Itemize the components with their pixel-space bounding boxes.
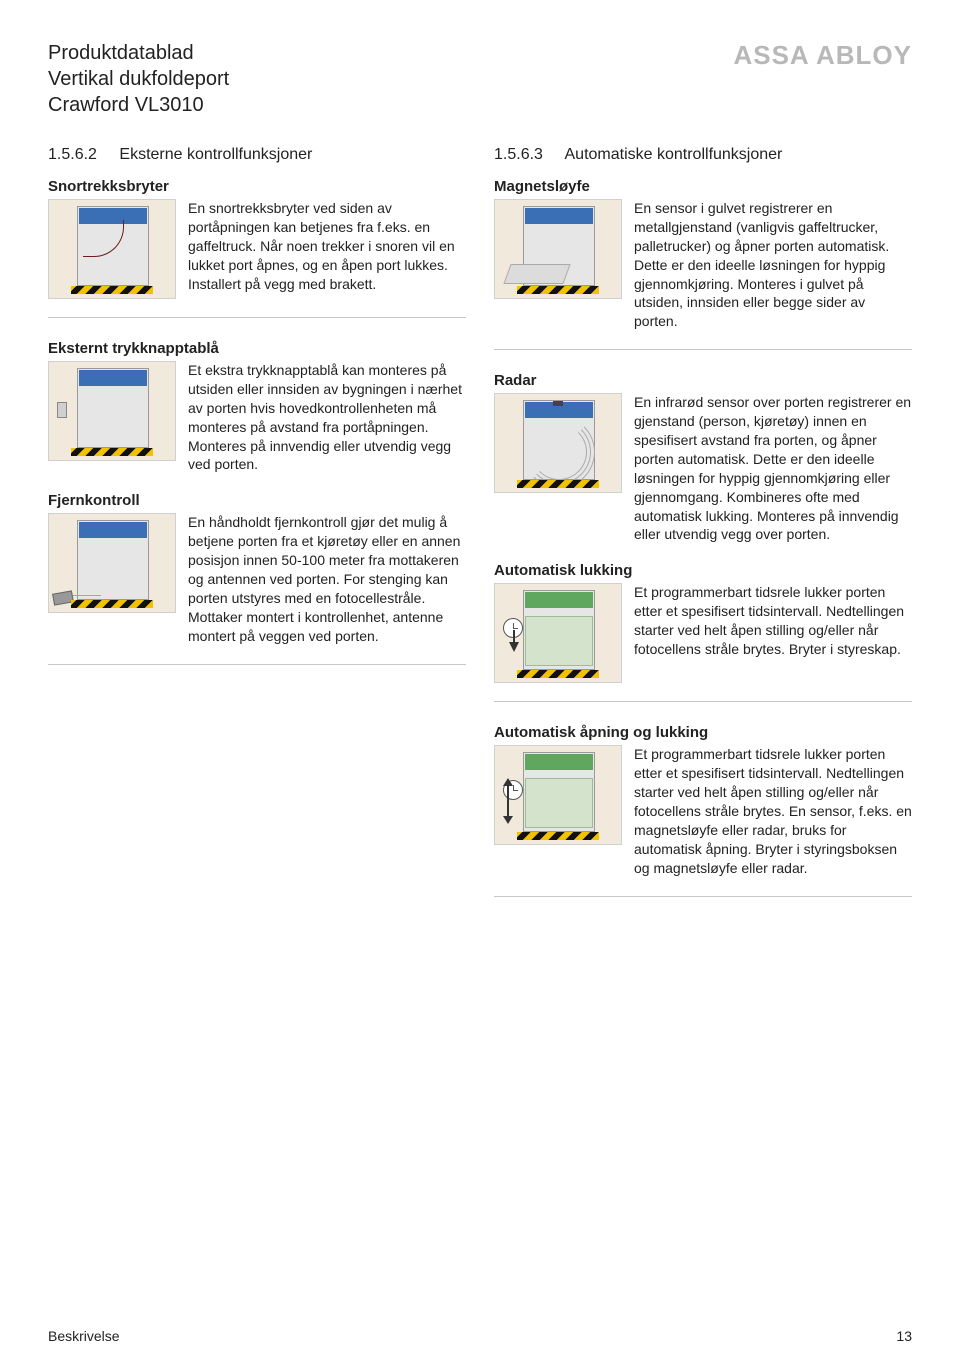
footer-left: Beskrivelse	[48, 1328, 120, 1344]
right-column: 1.5.6.3 Automatiske kontrollfunksjoner M…	[494, 146, 912, 919]
header-line3: Crawford VL3010	[48, 92, 229, 118]
block-fjernkontroll: Fjernkontroll En håndholdt fjernkontroll…	[48, 492, 466, 645]
header-title-block: Produktdatablad Vertikal dukfoldeport Cr…	[48, 40, 229, 118]
title-fjernkontroll: Fjernkontroll	[48, 492, 466, 509]
separator	[48, 317, 466, 318]
block-radar: Radar En infrarød sensor over porten reg…	[494, 372, 912, 544]
right-heading-num: 1.5.6.3	[494, 146, 543, 163]
left-column: 1.5.6.2 Eksterne kontrollfunksjoner Snor…	[48, 146, 466, 919]
separator	[494, 701, 912, 702]
title-radar: Radar	[494, 372, 912, 389]
footer-pagenum: 13	[896, 1328, 912, 1344]
desc-magnet: En sensor i gulvet registrerer en metall…	[634, 199, 912, 331]
title-snortrekk: Snortrekksbryter	[48, 178, 466, 195]
separator	[494, 896, 912, 897]
title-autoopenclose: Automatisk åpning og lukking	[494, 724, 912, 741]
right-heading: 1.5.6.3 Automatiske kontrollfunksjoner	[494, 146, 912, 164]
desc-snortrekk: En snortrekksbryter ved siden av portåpn…	[188, 199, 466, 293]
header-line2: Vertikal dukfoldeport	[48, 66, 229, 92]
thumb-trykknapp	[48, 361, 176, 461]
header-line1: Produktdatablad	[48, 40, 229, 66]
desc-radar: En infrarød sensor over porten registrer…	[634, 393, 912, 544]
right-heading-text: Automatiske kontrollfunksjoner	[565, 146, 783, 163]
page-header: Produktdatablad Vertikal dukfoldeport Cr…	[48, 40, 912, 118]
brand-logo: ASSA ABLOY	[733, 40, 912, 71]
left-heading-num: 1.5.6.2	[48, 146, 97, 163]
title-autoclose: Automatisk lukking	[494, 562, 912, 579]
left-heading: 1.5.6.2 Eksterne kontrollfunksjoner	[48, 146, 466, 164]
thumb-magnet	[494, 199, 622, 299]
separator	[48, 664, 466, 665]
separator	[494, 349, 912, 350]
desc-fjernkontroll: En håndholdt fjernkontroll gjør det muli…	[188, 513, 466, 645]
content-columns: 1.5.6.2 Eksterne kontrollfunksjoner Snor…	[48, 146, 912, 919]
thumb-fjernkontroll	[48, 513, 176, 613]
title-trykknapp: Eksternt trykknapptablå	[48, 340, 466, 357]
title-magnet: Magnetsløyfe	[494, 178, 912, 195]
block-snortrekk: Snortrekksbryter En snortrekksbryter ved…	[48, 178, 466, 299]
desc-trykknapp: Et ekstra trykknapptablå kan monteres på…	[188, 361, 466, 474]
thumb-snortrekk	[48, 199, 176, 299]
left-heading-text: Eksterne kontrollfunksjoner	[119, 146, 312, 163]
block-autoopenclose: Automatisk åpning og lukking Et programm…	[494, 724, 912, 877]
thumb-autoclose	[494, 583, 622, 683]
desc-autoclose: Et programmerbart tidsrele lukker porten…	[634, 583, 912, 659]
thumb-radar	[494, 393, 622, 493]
desc-autoopenclose: Et programmerbart tidsrele lukker porten…	[634, 745, 912, 877]
page-footer: Beskrivelse 13	[48, 1328, 912, 1344]
thumb-autoopenclose	[494, 745, 622, 845]
block-autoclose: Automatisk lukking Et programmerbart tid…	[494, 562, 912, 683]
block-trykknapp: Eksternt trykknapptablå Et ekstra trykkn…	[48, 340, 466, 474]
block-magnet: Magnetsløyfe En sensor i gulvet registre…	[494, 178, 912, 331]
